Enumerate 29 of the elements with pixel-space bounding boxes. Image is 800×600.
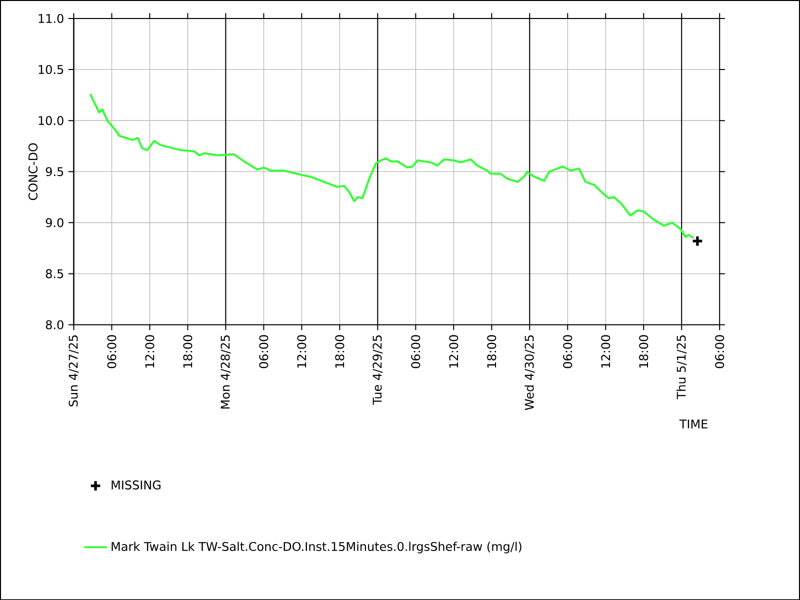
x-tick-label: 12:00	[601, 335, 610, 368]
x-tick-label: 12:00	[145, 335, 154, 368]
x-tick-label: Mon 4/28/25	[220, 335, 231, 408]
x-tick-label: 06:00	[259, 335, 268, 368]
y-tick-label: 10.5	[38, 64, 64, 74]
x-axis-title: TIME	[679, 419, 708, 428]
y-tick-label: 10.0	[38, 116, 64, 125]
y-tick-label: 11.0	[38, 14, 64, 23]
x-tick-label: 12:00	[449, 335, 458, 368]
x-tick-label: Sun 4/27/25	[68, 335, 79, 406]
x-tick-label: 18:00	[487, 335, 496, 368]
x-tick-label: 12:00	[297, 335, 306, 368]
y-tick-label: 8.5	[46, 269, 64, 278]
x-tick-label: 18:00	[183, 335, 192, 368]
x-tick-label: 06:00	[563, 335, 572, 368]
y-tick-label: 8.0	[46, 320, 64, 330]
x-tick-label: Tue 4/29/25	[372, 335, 383, 405]
x-tick-label: 06:00	[411, 335, 420, 368]
y-tick-label: 9.0	[46, 218, 64, 228]
x-tick-label: 06:00	[107, 335, 116, 368]
x-tick-label: 06:00	[715, 335, 724, 368]
x-tick-label: Wed 4/30/25	[524, 335, 535, 410]
x-tick-label: Thu 5/1/25	[676, 335, 687, 400]
x-tick-label: 18:00	[335, 335, 344, 368]
x-tick-label: 18:00	[639, 335, 648, 368]
y-axis-title: CONC-DO	[28, 143, 38, 200]
legend-label: Mark Twain Lk TW-Salt.Conc-DO.Inst.15Minutes.0.lrgsShef-raw (mg/l)	[112, 542, 522, 554]
legend-label: MISSING	[112, 480, 160, 490]
y-tick-label: 9.5	[46, 166, 64, 176]
